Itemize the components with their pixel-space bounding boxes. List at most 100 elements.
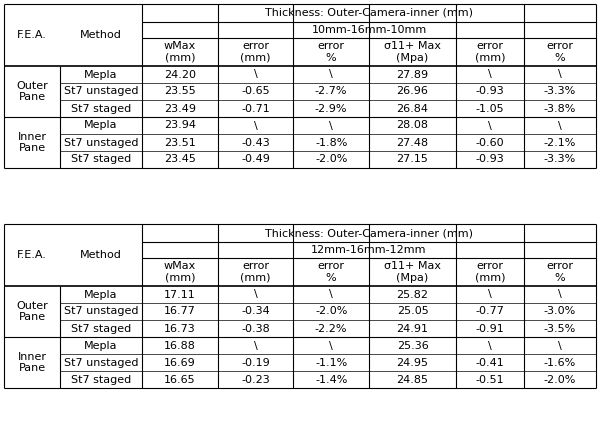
Text: \: \ — [558, 120, 562, 130]
Text: -3.0%: -3.0% — [544, 307, 576, 317]
Text: Thickness: Outer-Camera-inner (mm): Thickness: Outer-Camera-inner (mm) — [265, 8, 473, 18]
Text: -2.7%: -2.7% — [315, 86, 347, 96]
Text: -0.77: -0.77 — [476, 307, 505, 317]
Text: -1.1%: -1.1% — [315, 358, 347, 368]
Text: St7 unstaged: St7 unstaged — [64, 137, 138, 147]
Text: \: \ — [329, 120, 333, 130]
Text: wMax
(mm): wMax (mm) — [164, 261, 196, 283]
Text: error
(mm): error (mm) — [475, 41, 505, 63]
Text: -0.41: -0.41 — [476, 358, 505, 368]
Text: -2.0%: -2.0% — [315, 307, 347, 317]
Text: \: \ — [558, 290, 562, 300]
Text: -0.19: -0.19 — [241, 358, 270, 368]
Text: St7 staged: St7 staged — [71, 103, 131, 113]
Text: -2.0%: -2.0% — [315, 154, 347, 164]
Text: 12mm-16mm-12mm: 12mm-16mm-12mm — [311, 245, 427, 255]
Text: -0.93: -0.93 — [476, 154, 505, 164]
Text: 27.89: 27.89 — [397, 69, 428, 79]
Text: F.E.A.: F.E.A. — [17, 250, 47, 260]
Text: 23.45: 23.45 — [164, 154, 196, 164]
Text: 24.95: 24.95 — [397, 358, 428, 368]
Text: \: \ — [558, 341, 562, 351]
Text: 24.20: 24.20 — [164, 69, 196, 79]
Text: 26.96: 26.96 — [397, 86, 428, 96]
Text: -0.34: -0.34 — [241, 307, 270, 317]
Text: \: \ — [329, 290, 333, 300]
Text: Mepla: Mepla — [84, 69, 118, 79]
Text: error
(mm): error (mm) — [475, 261, 505, 283]
Text: \: \ — [254, 69, 257, 79]
Text: St7 unstaged: St7 unstaged — [64, 307, 138, 317]
Text: St7 staged: St7 staged — [71, 154, 131, 164]
Text: \: \ — [558, 69, 562, 79]
Text: -0.38: -0.38 — [241, 324, 270, 334]
Text: -0.49: -0.49 — [241, 154, 270, 164]
Text: -1.8%: -1.8% — [315, 137, 347, 147]
Text: Inner
Pane: Inner Pane — [17, 352, 47, 373]
Text: Method: Method — [80, 250, 122, 260]
Text: Method: Method — [80, 30, 122, 40]
Text: 16.77: 16.77 — [164, 307, 196, 317]
Text: 28.08: 28.08 — [397, 120, 428, 130]
Text: -0.60: -0.60 — [476, 137, 505, 147]
Text: 23.49: 23.49 — [164, 103, 196, 113]
Text: St7 staged: St7 staged — [71, 324, 131, 334]
Text: Inner
Pane: Inner Pane — [17, 132, 47, 153]
Text: error
%: error % — [547, 261, 574, 283]
Text: 25.82: 25.82 — [397, 290, 428, 300]
Text: 17.11: 17.11 — [164, 290, 196, 300]
Text: Mepla: Mepla — [84, 290, 118, 300]
Text: -2.0%: -2.0% — [544, 375, 576, 385]
Text: error
%: error % — [547, 41, 574, 63]
Text: 16.88: 16.88 — [164, 341, 196, 351]
Text: \: \ — [488, 341, 492, 351]
Text: 16.65: 16.65 — [164, 375, 196, 385]
Text: error
(mm): error (mm) — [240, 41, 271, 63]
Text: wMax
(mm): wMax (mm) — [164, 41, 196, 63]
Text: 27.48: 27.48 — [397, 137, 428, 147]
Text: -3.3%: -3.3% — [544, 86, 576, 96]
Text: -0.51: -0.51 — [476, 375, 505, 385]
Text: 25.05: 25.05 — [397, 307, 428, 317]
Text: -2.1%: -2.1% — [544, 137, 576, 147]
Text: St7 unstaged: St7 unstaged — [64, 358, 138, 368]
Text: -2.2%: -2.2% — [315, 324, 347, 334]
Text: error
(mm): error (mm) — [240, 261, 271, 283]
Text: 25.36: 25.36 — [397, 341, 428, 351]
Text: -0.71: -0.71 — [241, 103, 270, 113]
Text: F.E.A.: F.E.A. — [17, 30, 47, 40]
Text: \: \ — [488, 120, 492, 130]
Text: 24.91: 24.91 — [397, 324, 428, 334]
Text: -3.5%: -3.5% — [544, 324, 576, 334]
Text: -1.05: -1.05 — [476, 103, 505, 113]
Text: \: \ — [329, 341, 333, 351]
Text: 23.94: 23.94 — [164, 120, 196, 130]
Text: Thickness: Outer-Camera-inner (mm): Thickness: Outer-Camera-inner (mm) — [265, 228, 473, 238]
Text: error
%: error % — [317, 261, 344, 283]
Text: Outer
Pane: Outer Pane — [16, 301, 48, 322]
Text: error
%: error % — [317, 41, 344, 63]
Text: -3.3%: -3.3% — [544, 154, 576, 164]
Text: -3.8%: -3.8% — [544, 103, 576, 113]
Text: 23.55: 23.55 — [164, 86, 196, 96]
Text: Outer
Pane: Outer Pane — [16, 81, 48, 102]
Text: 27.15: 27.15 — [397, 154, 428, 164]
Text: -0.43: -0.43 — [241, 137, 270, 147]
Text: -2.9%: -2.9% — [315, 103, 347, 113]
Text: 10mm-16mm-10mm: 10mm-16mm-10mm — [311, 25, 427, 35]
Text: -0.65: -0.65 — [241, 86, 270, 96]
Text: σ11+ Max
(Mpa): σ11+ Max (Mpa) — [384, 261, 441, 283]
Text: \: \ — [488, 290, 492, 300]
Text: Mepla: Mepla — [84, 120, 118, 130]
Text: -0.91: -0.91 — [476, 324, 505, 334]
Text: -1.6%: -1.6% — [544, 358, 576, 368]
Text: \: \ — [254, 120, 257, 130]
Text: 26.84: 26.84 — [397, 103, 428, 113]
Text: -0.93: -0.93 — [476, 86, 505, 96]
Text: 23.51: 23.51 — [164, 137, 196, 147]
Text: σ11+ Max
(Mpa): σ11+ Max (Mpa) — [384, 41, 441, 63]
Text: \: \ — [329, 69, 333, 79]
Text: St7 staged: St7 staged — [71, 375, 131, 385]
Text: 16.69: 16.69 — [164, 358, 196, 368]
Text: 24.85: 24.85 — [397, 375, 428, 385]
